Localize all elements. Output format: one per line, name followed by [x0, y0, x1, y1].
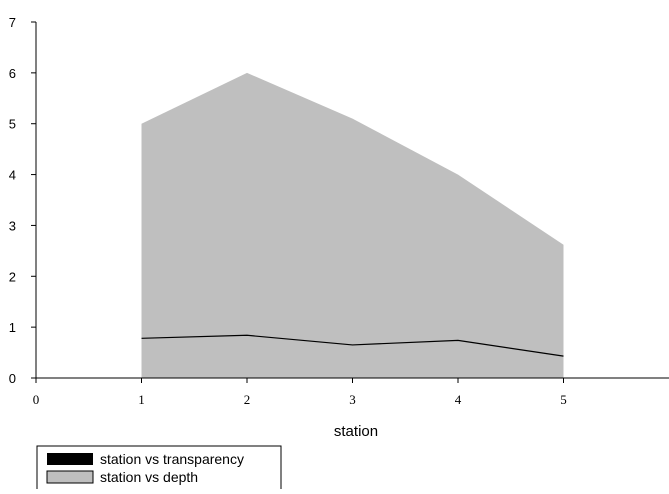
legend-label-depth: station vs depth — [100, 469, 198, 485]
x-tick-label: 5 — [560, 392, 567, 407]
y-tick-label: 1 — [9, 320, 16, 335]
y-tick-label: 4 — [9, 168, 16, 183]
axes: 0 1 2 3 4 5 6 7 0 1 2 3 4 5 — [9, 15, 669, 407]
x-tick-label: 0 — [33, 392, 40, 407]
x-axis-title: station — [334, 423, 378, 440]
x-tick-label: 1 — [138, 392, 145, 407]
depth-area — [141, 72, 564, 378]
legend-label-transparency: station vs transparency — [100, 451, 244, 467]
y-tick-label: 0 — [9, 371, 16, 386]
depth-area-layer — [141, 72, 564, 378]
y-tick-label: 3 — [9, 218, 16, 233]
transparency-line — [141, 334, 564, 357]
legend-box — [36, 445, 282, 494]
y-tick-label: 7 — [9, 15, 16, 30]
y-tick-label: 2 — [9, 269, 16, 284]
x-tick-label: 3 — [349, 392, 356, 407]
legend-swatch-depth — [46, 470, 94, 484]
y-tick-label: 5 — [9, 117, 16, 132]
y-tick-label: 6 — [9, 66, 16, 81]
x-tick-label: 4 — [455, 392, 462, 407]
legend-swatch-transparency — [47, 453, 93, 465]
legend: station vs transparency station vs depth — [36, 445, 282, 494]
transparency-line-layer — [141, 334, 564, 357]
x-tick-label: 2 — [244, 392, 251, 407]
